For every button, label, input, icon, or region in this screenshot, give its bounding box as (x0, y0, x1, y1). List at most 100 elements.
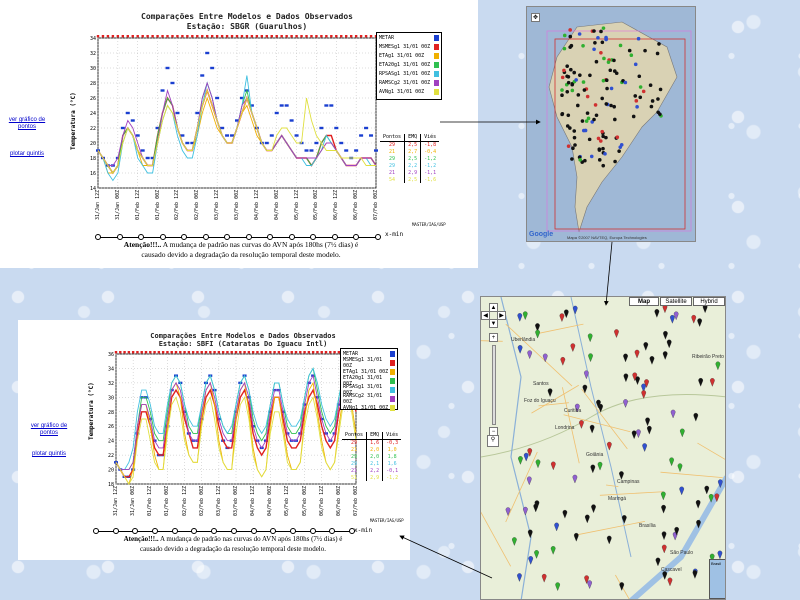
slider-knob[interactable] (375, 234, 381, 240)
metar-point (359, 134, 364, 137)
slider-knob[interactable] (329, 528, 336, 534)
top-marker (215, 35, 219, 38)
stats-cell: 29 (351, 439, 358, 446)
slider-knob[interactable] (152, 528, 159, 534)
top-marker (179, 351, 182, 354)
slider-knob[interactable] (181, 234, 188, 240)
station-marker (578, 158, 583, 162)
legend-swatch (390, 395, 395, 402)
river (570, 297, 632, 558)
top-marker (157, 351, 161, 354)
slider-knob[interactable] (171, 528, 178, 534)
time-slider[interactable] (93, 528, 355, 539)
quintiles-link[interactable]: plotar quintis (31, 451, 67, 457)
zoom-in-icon[interactable]: + (489, 333, 498, 342)
stats-cell: 1,8 (387, 453, 397, 460)
slider-knob[interactable] (250, 528, 257, 534)
slider-knob[interactable] (245, 234, 252, 240)
station-pin (714, 493, 720, 503)
stats-cell: 1,0 (387, 446, 397, 453)
slider-knob[interactable] (230, 528, 237, 534)
slider-knob[interactable] (353, 234, 360, 240)
slider-knob[interactable] (95, 234, 101, 240)
pan-down-icon[interactable]: ▼ (489, 319, 498, 328)
slider-knob[interactable] (132, 528, 139, 534)
station-pin (691, 314, 697, 324)
metar-point (205, 51, 210, 55)
station-marker (612, 58, 616, 63)
scatter-link[interactable]: ver gráfico de pontos (30, 423, 68, 436)
map-south-america[interactable]: ✥ Google Mapa ©2007 NAVTEQ, Europa Techn… (526, 6, 696, 242)
slider-knob[interactable] (331, 234, 338, 240)
metar-point (200, 74, 205, 77)
station-marker (584, 119, 589, 123)
metar-point (135, 134, 140, 137)
station-marker (569, 67, 573, 72)
station-marker (601, 78, 606, 83)
slider-knob[interactable] (349, 528, 355, 534)
station-pin (647, 425, 652, 435)
magnifier-icon[interactable]: ⚲ (487, 435, 499, 447)
legend-item: RAMSCg2 31/01 00Z (341, 392, 397, 405)
zoom-slider[interactable] (492, 345, 496, 425)
metar-point (294, 134, 299, 137)
top-marker (166, 35, 169, 38)
slider-knob[interactable] (267, 234, 274, 240)
legend-swatch (434, 34, 439, 41)
road (539, 323, 584, 334)
slider-knob[interactable] (211, 528, 218, 534)
slider-knob[interactable] (270, 528, 277, 534)
top-marker (374, 35, 378, 38)
station-pin (710, 378, 715, 387)
top-marker (295, 35, 298, 38)
legend: METAR MSMESg1 31/01 00Z ETAg1 31/01 00Z ETA… (340, 348, 398, 411)
slider-knob[interactable] (159, 234, 166, 240)
legend-label: RAMSCg2 31/01 00Z (343, 392, 383, 405)
top-marker (305, 35, 308, 38)
map-brazil-southeast[interactable]: Map Satellite Hybrid ▲ ◀ ▶ ▼ + − ⚲ Brasi… (480, 296, 726, 600)
stats-row: 29 2,1 1,6 (342, 460, 401, 467)
slider-knob[interactable] (224, 234, 231, 240)
slider-knob[interactable] (93, 528, 99, 534)
station-pin (560, 357, 566, 366)
slider-knob[interactable] (191, 528, 198, 534)
pan-left-icon[interactable]: ◀ (481, 311, 490, 320)
stats-cell: 21 (351, 467, 358, 474)
overview-inset[interactable]: Brasil (709, 559, 725, 599)
tab-hybrid[interactable]: Hybrid (693, 297, 725, 306)
station-marker (592, 29, 596, 33)
quintiles-link[interactable]: plotar quintis (9, 151, 45, 157)
pan-control[interactable]: ✥ (531, 13, 540, 22)
slider-knob[interactable] (116, 234, 123, 240)
legend-swatch (390, 350, 395, 357)
pan-up-icon[interactable]: ▲ (489, 303, 498, 312)
station-pin (527, 350, 533, 360)
stats-cell: 2,5 (404, 141, 422, 148)
station-marker (608, 68, 613, 73)
stats-row: 51 2,9 -1,2 (342, 474, 401, 481)
station-pin (715, 361, 721, 371)
tab-map[interactable]: Map (629, 297, 659, 306)
station-pin (673, 311, 679, 321)
slider-knob[interactable] (202, 234, 209, 240)
slider-knob[interactable] (112, 528, 119, 534)
slider-knob[interactable] (288, 234, 295, 240)
top-marker (230, 35, 234, 38)
y-tick-label: 30 (90, 66, 96, 72)
legend-swatch (434, 61, 439, 68)
scatter-link[interactable]: ver gráfico de pontos (8, 117, 46, 130)
pan-right-icon[interactable]: ▶ (497, 311, 506, 320)
tab-satellite[interactable]: Satellite (660, 297, 692, 306)
place-label: Brasília (639, 523, 656, 529)
slider-knob[interactable] (289, 528, 296, 534)
top-marker (369, 35, 373, 38)
stats-row: 21 2,2 -0,1 (342, 467, 401, 474)
station-marker (638, 85, 643, 89)
slider-knob[interactable] (309, 528, 316, 534)
slider-knob[interactable] (310, 234, 317, 240)
series-line-2 (115, 381, 357, 486)
road (660, 471, 723, 479)
slider-knob[interactable] (138, 234, 145, 240)
y-tick-label: 30 (108, 395, 114, 401)
time-slider[interactable] (95, 234, 381, 245)
